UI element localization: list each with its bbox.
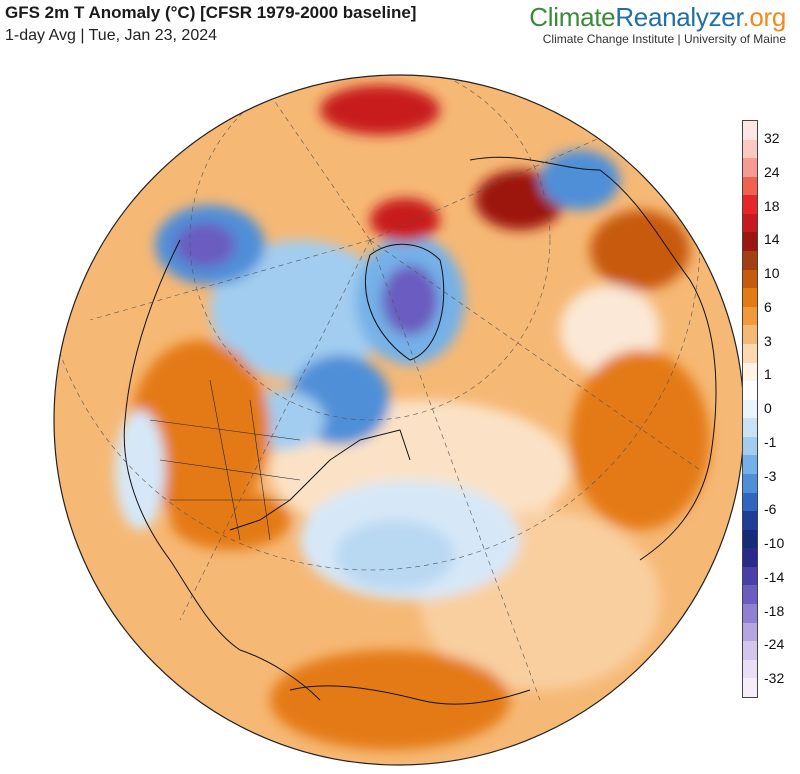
greenland-outline (365, 243, 445, 361)
colorbar-swatch (743, 325, 757, 344)
colorbar-tick-label: 6 (764, 298, 772, 315)
colorbar-tick-label: -32 (764, 670, 785, 686)
colorbar-swatch (743, 176, 757, 196)
alaska-very-cold (175, 223, 235, 267)
state-borders (149, 379, 301, 541)
pacific-cool (115, 410, 165, 530)
colorbar-tick-label: -6 (764, 501, 777, 518)
colorbar-tick-label: -10 (764, 535, 785, 551)
colorbar-swatch (743, 455, 757, 474)
brand-part-reanalyzer: Reanalyzer (615, 2, 743, 32)
colorbar-tick-label: 24 (764, 163, 780, 180)
north-america-coast (123, 239, 321, 701)
colorbar-swatch (743, 232, 757, 252)
us-east-coast (229, 429, 411, 531)
colorbar-swatch (743, 343, 757, 363)
colorbar-swatch (743, 121, 757, 140)
brand-tagline: Climate Change Institute | University of… (542, 32, 786, 46)
greenland-very-cold (382, 265, 438, 335)
colorbar-tick-label: 3 (764, 332, 772, 349)
siberia-hot (320, 85, 440, 135)
africa-warm (570, 350, 710, 530)
map-subtitle: 1-day Avg | Tue, Jan 23, 2024 (5, 27, 218, 44)
colorbar-tick-label: 1 (764, 366, 772, 383)
colorbar-swatch (743, 566, 757, 586)
colorbar-ticks: 32 24 18 14 10 6 3 1 0 -1 -3 -6 -10 -14 -18 -24 -32 (764, 120, 798, 696)
colorbar-swatch (743, 604, 757, 623)
latitude-line-60 (189, 75, 551, 421)
colorbar-swatch (743, 622, 757, 642)
south-america-coast (289, 685, 531, 705)
meridians (89, 79, 701, 701)
colorbar-swatch (743, 139, 757, 159)
brand-part-climate: Climate (529, 2, 616, 32)
northamerica-warm (130, 340, 270, 520)
colorbar-tick-label: -3 (764, 467, 777, 484)
colorbar-swatch (743, 362, 757, 382)
colorbar-swatch (743, 195, 757, 214)
brand-logo[interactable]: ClimateReanalyzer.org (529, 2, 786, 33)
colorbar-tick-label: 18 (764, 197, 780, 214)
southamerica-warm (270, 650, 510, 750)
colorbar-tick-label: 14 (764, 231, 780, 248)
colorbar-swatch (743, 269, 757, 289)
colorbar-swatch (743, 659, 757, 679)
colorbar-swatch (743, 585, 757, 605)
colorbar-swatch (743, 251, 757, 270)
colorbar (742, 120, 758, 698)
colorbar-tick-label: -14 (764, 568, 785, 585)
arctic-cool (210, 240, 390, 380)
colorbar-swatch (743, 288, 757, 307)
colorbar-swatch (743, 529, 757, 549)
colorbar-swatch (743, 436, 757, 456)
colorbar-swatch (743, 158, 757, 177)
colorbar-swatch (743, 473, 757, 493)
us-south-warm (170, 490, 290, 550)
atlantic-cool-core (335, 520, 455, 590)
eurasia-africa-coast (469, 156, 717, 561)
colorbar-tick-label: -24 (764, 636, 785, 653)
colorbar-swatch (743, 306, 757, 326)
colorbar-swatch (743, 381, 757, 400)
colorbar-tick-label: 32 (764, 130, 780, 146)
colorbar-swatch (743, 492, 757, 512)
anomaly-field (54, 75, 744, 765)
colorbar-swatch (743, 511, 757, 530)
colorbar-swatch (743, 418, 757, 437)
colorbar-swatch (743, 548, 757, 567)
colorbar-tick-label: -18 (764, 602, 785, 619)
colorbar-tick-label: 0 (764, 400, 772, 416)
colorbar-swatch (743, 213, 757, 233)
barents-hot (370, 198, 440, 242)
brand-part-org: .org (742, 2, 786, 32)
colorbar-swatch (743, 678, 757, 697)
colorbar-swatch (743, 399, 757, 419)
colorbar-tick-label: 10 (764, 265, 780, 281)
map-title: GFS 2m T Anomaly (°C) [CFSR 1979-2000 ba… (5, 3, 417, 22)
colorbar-swatch (743, 641, 757, 660)
mideast-warm (590, 210, 690, 290)
colorbar-tick-label: -1 (764, 433, 777, 450)
